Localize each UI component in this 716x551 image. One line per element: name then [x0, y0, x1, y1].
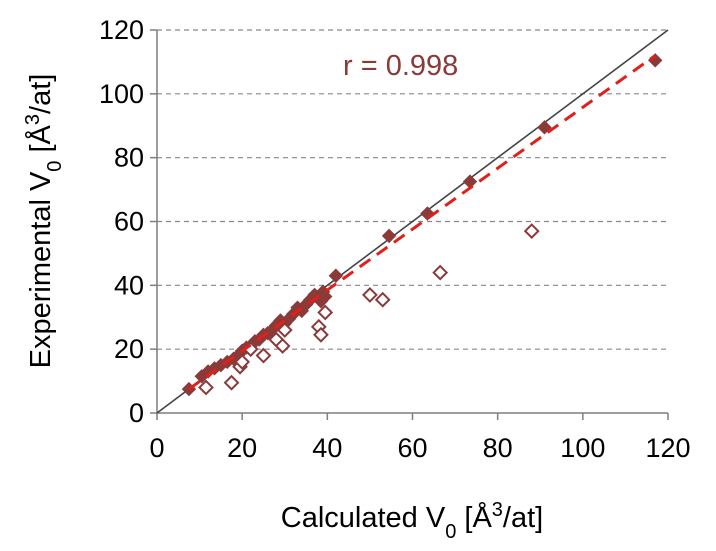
open-point-13: [374, 291, 391, 308]
filled-point-29: [317, 289, 333, 304]
x-tick-label-20: 20: [227, 433, 257, 463]
x-tick-label-80: 80: [483, 433, 513, 463]
x-axis-title-superscript: 3: [492, 499, 503, 521]
x-tick-label-100: 100: [560, 433, 605, 463]
x-axis-title-unit: [Å: [456, 501, 492, 534]
open-point-3: [234, 354, 251, 370]
y-axis-title: Experimental V0 [Å3/at]: [22, 74, 66, 369]
open-point-12: [362, 286, 378, 303]
filled-point-30: [328, 268, 344, 283]
x-tick-label-0: 0: [149, 433, 164, 463]
y-tick-label-60: 60: [114, 207, 144, 237]
axes: [150, 29, 669, 420]
open-point-8: [276, 322, 293, 338]
y-axis-title-unit: [Å: [24, 124, 57, 160]
y-tick-label-20: 20: [114, 334, 144, 364]
y-axis-title-unit-end: /at]: [25, 74, 57, 114]
y-tick-label-100: 100: [99, 79, 144, 109]
filled-point-33: [462, 174, 478, 189]
y-tick-label-40: 40: [114, 270, 144, 300]
open-point-15: [523, 223, 540, 239]
open-point-0: [198, 379, 214, 396]
y-tick-label-120: 120: [99, 15, 144, 45]
fit-line: [188, 54, 657, 391]
y-tick-label-80: 80: [114, 143, 144, 173]
tick-labels: 0 20 40 60 80 100 120 0 20 40 60 80 100 120: [99, 15, 691, 463]
x-axis-title-subscript: 0: [445, 521, 456, 543]
x-tick-label-120: 120: [645, 433, 690, 463]
open-point-7: [274, 338, 291, 354]
x-tick-label-60: 60: [397, 433, 427, 463]
correlation-annotation: r = 0.998: [343, 50, 458, 82]
data-points: [181, 53, 663, 397]
y-axis-title-subscript: 0: [44, 161, 66, 172]
open-point-5: [255, 347, 272, 364]
open-point-11: [317, 304, 334, 321]
y-axis-title-superscript: 3: [22, 114, 44, 125]
open-point-10: [313, 326, 329, 343]
x-tick-label-40: 40: [312, 433, 342, 463]
y-axis-title-main: Experimental V: [25, 171, 57, 368]
x-axis-title-unit-end: /at]: [503, 502, 543, 534]
y-tick-label-0: 0: [129, 398, 144, 428]
x-axis-title: Calculated V0 [Å3/at]: [281, 499, 543, 543]
open-point-1: [223, 374, 240, 391]
x-axis-title-main: Calculated V: [281, 502, 446, 534]
filled-point-31: [381, 228, 397, 244]
fit-line-layer: [188, 54, 657, 391]
open-point-14: [432, 264, 449, 281]
